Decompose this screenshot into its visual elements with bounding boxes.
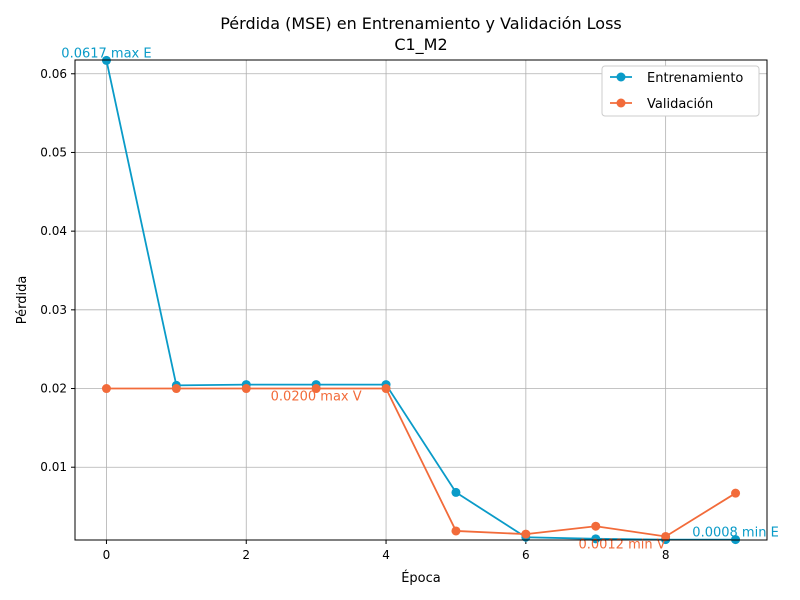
series-line-1 [106, 387, 737, 538]
y-tick-label: 0.06 [40, 67, 67, 81]
series-point-1 [731, 488, 741, 498]
legend-marker-validacion [616, 98, 626, 108]
y-tick-label: 0.04 [40, 224, 67, 238]
series-point-1 [661, 531, 671, 541]
x-axis-label: Época [401, 570, 441, 586]
series-point-1 [451, 526, 461, 536]
y-axis-ticks: 0.01 0.02 0.03 0.04 0.05 0.06 [40, 67, 75, 474]
y-axis-label: Pérdida [15, 276, 30, 325]
series-point-1 [381, 384, 391, 394]
y-tick-label: 0.03 [40, 303, 67, 317]
series-point-0 [591, 534, 601, 544]
series-group [101, 55, 741, 545]
y-tick-label: 0.05 [40, 145, 67, 159]
chart-title-line1: Pérdida (MSE) en Entrenamiento y Validac… [220, 14, 622, 33]
x-tick-label: 6 [522, 548, 530, 562]
series-point-1 [241, 384, 251, 394]
annotations: 0.0617 max E 0.0200 max V 0.0008 min E 0.00… [61, 46, 778, 552]
annotation-label: 0.0008 min E [692, 526, 778, 541]
series-line-0 [105, 60, 736, 541]
annotation-label: 0.0200 max V [271, 390, 362, 405]
x-tick-label: 0 [103, 548, 111, 562]
legend: Entrenamiento Validación [601, 65, 760, 117]
x-tick-label: 4 [382, 548, 390, 562]
series-point-1 [101, 384, 111, 394]
series-point-1 [591, 521, 601, 531]
y-tick-label: 0.02 [40, 382, 67, 396]
grid [75, 60, 767, 540]
series-point-1 [171, 384, 181, 394]
annotation-label: 0.0012 min V [578, 537, 665, 552]
legend-marker-entrenamiento [616, 72, 626, 82]
annotation-label: 0.0617 max E [61, 46, 151, 61]
series-point-1 [521, 529, 531, 539]
legend-label-validacion: Validación [647, 97, 713, 112]
chart-title-line2: C1_M2 [394, 35, 447, 55]
series-point-1 [311, 384, 321, 394]
legend-label-entrenamiento: Entrenamiento [647, 71, 743, 86]
x-tick-label: 8 [662, 548, 670, 562]
y-tick-label: 0.01 [40, 460, 67, 474]
plot-frame [74, 59, 768, 541]
x-tick-label: 2 [242, 548, 250, 562]
legend-box [601, 65, 760, 117]
series-point-0 [451, 487, 461, 497]
